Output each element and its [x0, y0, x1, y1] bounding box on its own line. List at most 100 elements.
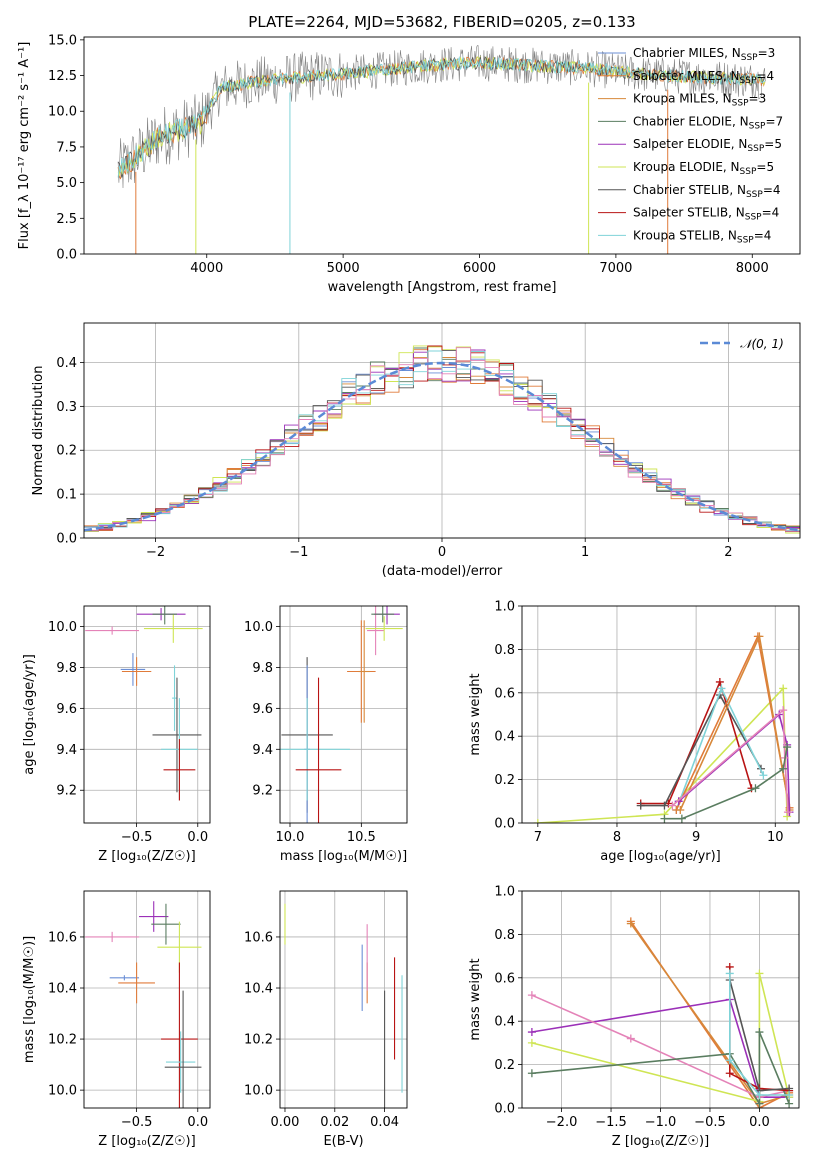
x-tick-label: −0.5	[121, 1115, 153, 1130]
axes-frame	[279, 605, 408, 824]
axes-frame	[83, 605, 211, 824]
legend-sub: SSP	[747, 144, 764, 154]
panel-7: 0.00 0.02 0.04 10.0 10.2 10.4 10.6 E(B-V)	[244, 890, 408, 1149]
x-axis-label: (data-model)/error	[382, 564, 503, 579]
plot-area	[84, 345, 800, 534]
mass-weight-marker	[677, 814, 686, 823]
legend-label: Chabrier STELIB, NSSP=4	[633, 183, 781, 200]
y-tick-label: 1.0	[494, 885, 515, 900]
legend-name: Salpeter MILES, N	[633, 69, 740, 83]
mass-weight-marker	[626, 919, 635, 928]
panel-5: 7 8 9 10 0.0 0.2 0.4 0.6 0.8 1.0 age [log₁₀(age/yr…	[468, 600, 800, 864]
axes-frame	[83, 890, 211, 1109]
legend-label: Kroupa MILES, NSSP=3	[633, 92, 766, 109]
mass-weight-marker	[725, 1056, 734, 1065]
panel-2: −2 −1 0 1 2 0.0 0.1 0.2 0.3 0.4 (data-model)/error…	[31, 322, 801, 579]
mass-weight-marker	[755, 969, 764, 978]
mass-weight-marker	[527, 1069, 536, 1078]
mass-weight-marker	[755, 1099, 764, 1108]
y-tick-label: 0.6	[494, 686, 515, 701]
y-tick-label: 9.8	[252, 661, 273, 676]
y-tick-label: 0.4	[494, 1015, 515, 1030]
axes-frame	[521, 605, 800, 824]
legend-sub: SSP	[741, 53, 758, 63]
panel-4: 10.0 10.5 9.2 9.4 9.6 9.8 10.0 mass [log₁₀(M/M☉…	[244, 605, 408, 864]
x-tick-label: −1.0	[645, 1115, 677, 1130]
y-tick-label: 15.0	[48, 33, 77, 48]
mass-weight-marker	[779, 706, 788, 715]
y-tick-label: 10.0	[48, 105, 77, 120]
y-tick-label: 0.2	[494, 1058, 515, 1073]
legend-name: Chabrier MILES, N	[633, 46, 741, 60]
grid	[84, 891, 210, 1108]
x-axis-label: Z [log₁₀(Z/Z☉)]	[612, 1134, 709, 1149]
legend-name: Chabrier ELODIE, N	[633, 114, 749, 128]
y-axis-label: mass weight	[468, 673, 483, 755]
legend-name: Kroupa ELODIE, N	[633, 160, 740, 174]
mass-weight-line	[531, 994, 790, 1099]
model-spectrum-chabrier_stelib	[117, 56, 766, 178]
x-tick-label: 8000	[736, 261, 769, 276]
mass-weight-marker	[755, 1028, 764, 1037]
x-tick-label: 10.0	[276, 830, 305, 845]
mass-weight-line	[640, 693, 762, 807]
mass-weight-marker	[527, 1028, 536, 1037]
y-tick-label: 9.2	[252, 784, 273, 799]
chart-title: PLATE=2264, MJD=53682, FIBERID=0205, z=0…	[248, 13, 635, 31]
legend-suffix: =4	[756, 69, 774, 83]
y-tick-label: 0.0	[494, 1102, 515, 1117]
panel-8: −2.0 −1.5 −1.0 −0.5 0.0 0.0 0.2 0.4 0.6 0.8 1.0 Z […	[468, 885, 800, 1149]
legend-suffix: =5	[756, 160, 774, 174]
y-tick-label: 9.6	[56, 702, 77, 717]
axes-frame	[521, 890, 800, 1109]
y-tick-label: 12.5	[48, 69, 77, 84]
y-tick-label: 0.4	[56, 356, 77, 371]
x-axis-label: Z [log₁₀(Z/Z☉)]	[98, 1134, 195, 1149]
legend-label: Chabrier MILES, NSSP=3	[633, 46, 775, 63]
mass-weight-marker	[785, 1099, 794, 1108]
legend-label: 𝒩(0, 1)	[740, 337, 784, 351]
plot-area	[284, 903, 403, 1108]
mass-weight-marker	[785, 1090, 794, 1099]
x-tick-label: 1	[581, 545, 589, 560]
mass-weight-marker	[783, 743, 792, 752]
y-tick-label: 9.4	[252, 743, 273, 758]
y-tick-label: 0.8	[494, 643, 515, 658]
x-axis-label: E(B-V)	[323, 1134, 363, 1149]
mass-weight-marker	[527, 991, 536, 1000]
y-tick-label: 10.2	[48, 1033, 77, 1048]
mass-weight-line	[664, 746, 788, 820]
x-tick-label: −0.5	[694, 1115, 726, 1130]
axes-frame	[83, 322, 801, 539]
y-tick-label: 10.2	[244, 1033, 273, 1048]
x-axis-label: wavelength [Angstrom, rest frame]	[328, 280, 557, 295]
x-tick-label: 0.04	[370, 1115, 399, 1130]
y-axis-label: Normed distribution	[31, 366, 46, 496]
x-tick-label: 10.5	[347, 830, 376, 845]
x-tick-label: −1.5	[595, 1115, 627, 1130]
x-tick-label: 5000	[327, 261, 360, 276]
grid	[84, 606, 210, 823]
y-tick-label: 9.6	[252, 702, 273, 717]
x-tick-label: −2.0	[546, 1115, 578, 1130]
y-tick-label: 10.0	[244, 620, 273, 635]
panel-1: 4000 5000 6000 7000 8000 0.0 2.5 5.0 7.5 10.0 12.5…	[17, 13, 801, 295]
mass-weight-line	[671, 708, 789, 813]
grid	[280, 891, 407, 1108]
y-tick-label: 0.1	[56, 488, 77, 503]
legend-name: Kroupa STELIB, N	[633, 228, 737, 242]
legend-sub: SSP	[749, 121, 766, 131]
mass-weight-marker	[725, 969, 734, 978]
y-tick-label: 0.4	[494, 730, 515, 745]
x-tick-label: 6000	[463, 261, 496, 276]
y-tick-label: 10.6	[48, 930, 77, 945]
y-tick-label: 10.0	[244, 1084, 273, 1099]
y-tick-label: 7.5	[56, 140, 77, 155]
x-axis-label: mass [log₁₀(M/M☉)]	[280, 849, 407, 864]
mass-weight-marker	[715, 677, 724, 686]
legend-suffix: =5	[764, 137, 782, 151]
plot-area	[85, 606, 203, 801]
x-tick-label: 0.0	[187, 830, 208, 845]
